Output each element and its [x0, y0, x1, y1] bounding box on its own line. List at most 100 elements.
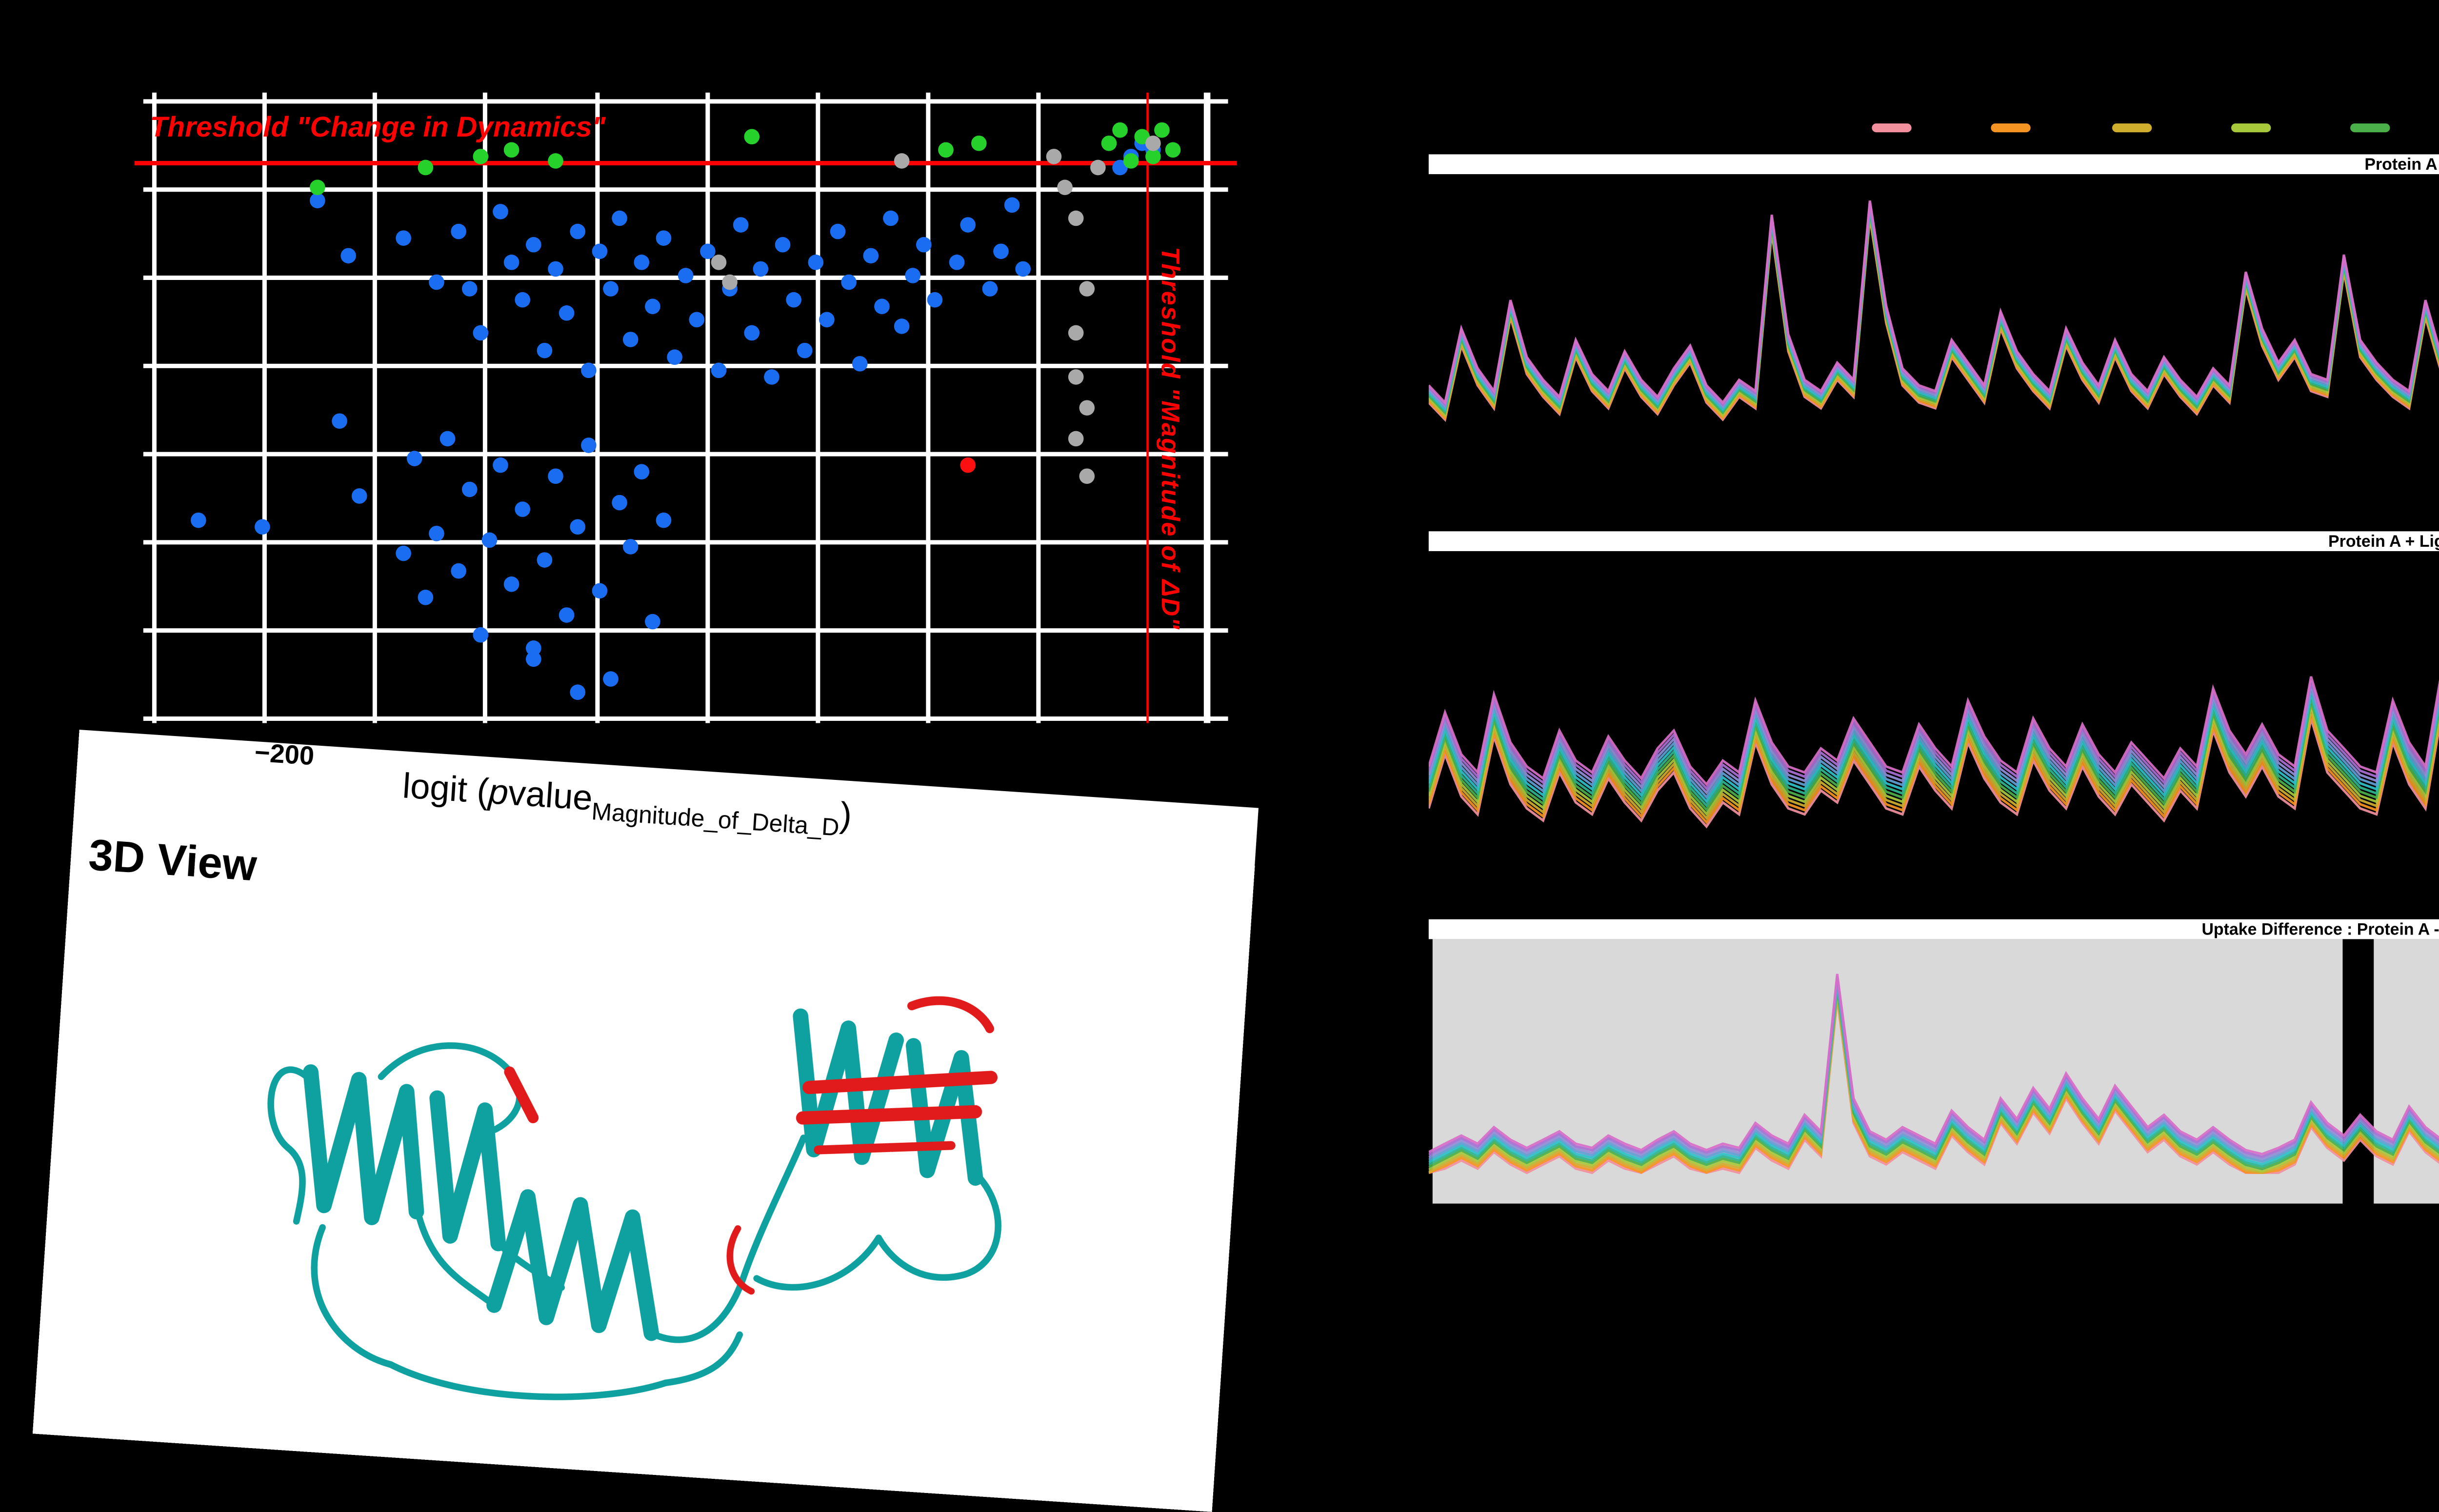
scatter-point-blue[interactable]	[819, 312, 835, 327]
scatter-point-gray[interactable]	[1046, 148, 1062, 163]
scatter-point-gray[interactable]	[1068, 324, 1084, 340]
scatter-point-blue[interactable]	[960, 217, 976, 233]
uptake-line-timepoint-6[interactable]	[1428, 209, 2439, 414]
protein-structure[interactable]	[157, 909, 1113, 1454]
scatter-point-blue[interactable]	[1003, 198, 1019, 214]
scatter-point-blue[interactable]	[537, 551, 553, 567]
scatter-point-blue[interactable]	[602, 280, 618, 296]
scatter-point-blue[interactable]	[634, 463, 650, 479]
scatter-point-gray[interactable]	[1079, 469, 1095, 485]
scatter-point-blue[interactable]	[873, 299, 889, 315]
scatter-point-blue[interactable]	[830, 223, 845, 239]
scatter-point-gray[interactable]	[895, 154, 911, 170]
scatter-point-blue[interactable]	[884, 211, 900, 227]
scatter-point-blue[interactable]	[710, 362, 726, 378]
scatter-point-blue[interactable]	[450, 564, 466, 580]
scatter-point-blue[interactable]	[515, 293, 531, 309]
scatter-point-blue[interactable]	[341, 249, 358, 264]
scatter-point-blue[interactable]	[1014, 261, 1030, 277]
scatter-point-blue[interactable]	[428, 274, 444, 290]
scatter-point-blue[interactable]	[743, 324, 759, 340]
scatter-point-blue[interactable]	[482, 532, 499, 548]
scatter-point-green[interactable]	[1155, 122, 1171, 139]
scatter-point-blue[interactable]	[905, 267, 921, 283]
scatter-point-blue[interactable]	[255, 519, 271, 536]
scatter-point-blue[interactable]	[461, 280, 477, 296]
scatter-point-green[interactable]	[309, 179, 325, 195]
scatter-point-blue[interactable]	[526, 639, 542, 656]
uptake-line-timepoint-8[interactable]	[1428, 205, 2439, 410]
scatter-point-blue[interactable]	[537, 343, 553, 359]
scatter-point-gray[interactable]	[1079, 280, 1095, 296]
legend-swatch-timepoint-1[interactable]	[1872, 123, 1912, 131]
scatter-point-green[interactable]	[1112, 122, 1127, 139]
scatter-point-blue[interactable]	[547, 469, 563, 485]
scatter-point-gray[interactable]	[1068, 211, 1084, 227]
scatter-point-blue[interactable]	[504, 255, 520, 271]
scatter-point-green[interactable]	[472, 148, 487, 163]
scatter-point-blue[interactable]	[418, 589, 433, 605]
scatter-point-blue[interactable]	[623, 331, 640, 346]
scatter-point-blue[interactable]	[678, 267, 694, 283]
scatter-point-green[interactable]	[1101, 135, 1117, 151]
uptake-difference-chart[interactable]	[1428, 939, 2439, 1204]
scatter-point-blue[interactable]	[526, 236, 542, 252]
legend-swatch-timepoint-3[interactable]	[2111, 123, 2151, 131]
scatter-point-blue[interactable]	[472, 324, 487, 340]
uptake-line-timepoint-4[interactable]	[1428, 212, 2439, 417]
threshold-line-horizontal[interactable]	[134, 161, 1237, 165]
scatter-point-blue[interactable]	[927, 293, 943, 309]
scatter-point-blue[interactable]	[331, 413, 346, 428]
legend-swatch-timepoint-5[interactable]	[2350, 123, 2391, 131]
threshold-line-vertical[interactable]	[1145, 92, 1149, 723]
scatter-point-gray[interactable]	[1068, 368, 1084, 384]
scatter-point-blue[interactable]	[786, 293, 802, 309]
volcano-plot[interactable]: Threshold "Change in Dynamics" Threshold…	[134, 92, 1237, 723]
scatter-point-blue[interactable]	[656, 513, 672, 529]
scatter-point-gray[interactable]	[1144, 135, 1160, 151]
scatter-point-blue[interactable]	[862, 249, 878, 264]
scatter-point-blue[interactable]	[396, 545, 412, 561]
scatter-point-blue[interactable]	[797, 343, 813, 359]
scatter-point-blue[interactable]	[645, 614, 661, 630]
uptake-line-timepoint-1[interactable]	[1428, 217, 2439, 439]
uptake-line-timepoint-2[interactable]	[1428, 216, 2439, 430]
scatter-point-blue[interactable]	[569, 683, 585, 699]
scatter-point-green[interactable]	[971, 135, 986, 151]
scatter-point-gray[interactable]	[1058, 179, 1073, 195]
scatter-point-gray[interactable]	[1068, 431, 1084, 447]
uptake-line-timepoint-11[interactable]	[1428, 577, 2439, 787]
scatter-point-blue[interactable]	[472, 627, 487, 643]
scatter-point-blue[interactable]	[754, 261, 770, 277]
scatter-point-blue[interactable]	[851, 356, 867, 372]
scatter-point-blue[interactable]	[406, 450, 422, 466]
uptake-line-timepoint-11[interactable]	[1428, 974, 2439, 1156]
scatter-point-blue[interactable]	[580, 362, 596, 378]
scatter-point-blue[interactable]	[656, 230, 672, 245]
scatter-point-blue[interactable]	[515, 501, 531, 517]
scatter-point-blue[interactable]	[450, 223, 466, 239]
legend-swatch-timepoint-2[interactable]	[1991, 123, 2032, 131]
scatter-point-blue[interactable]	[634, 255, 650, 271]
uptake-line-timepoint-9[interactable]	[1428, 203, 2439, 409]
scatter-point-blue[interactable]	[623, 538, 640, 555]
scatter-point-blue[interactable]	[569, 519, 585, 536]
scatter-point-blue[interactable]	[396, 230, 412, 245]
scatter-point-blue[interactable]	[580, 438, 596, 454]
scatter-point-gray[interactable]	[710, 255, 726, 271]
scatter-point-red[interactable]	[960, 457, 976, 473]
scatter-point-blue[interactable]	[949, 255, 965, 271]
scatter-point-blue[interactable]	[493, 457, 509, 473]
uptake-line-timepoint-3[interactable]	[1428, 214, 2439, 421]
scatter-point-blue[interactable]	[667, 349, 683, 365]
scatter-point-green[interactable]	[547, 154, 563, 170]
scatter-point-green[interactable]	[504, 141, 520, 157]
scatter-point-blue[interactable]	[613, 495, 629, 510]
scatter-point-blue[interactable]	[493, 204, 509, 220]
scatter-point-blue[interactable]	[190, 513, 205, 529]
scatter-point-blue[interactable]	[613, 211, 629, 227]
scatter-point-blue[interactable]	[808, 255, 824, 271]
scatter-point-blue[interactable]	[732, 217, 748, 233]
scatter-point-blue[interactable]	[591, 242, 607, 258]
scatter-point-green[interactable]	[743, 129, 759, 145]
